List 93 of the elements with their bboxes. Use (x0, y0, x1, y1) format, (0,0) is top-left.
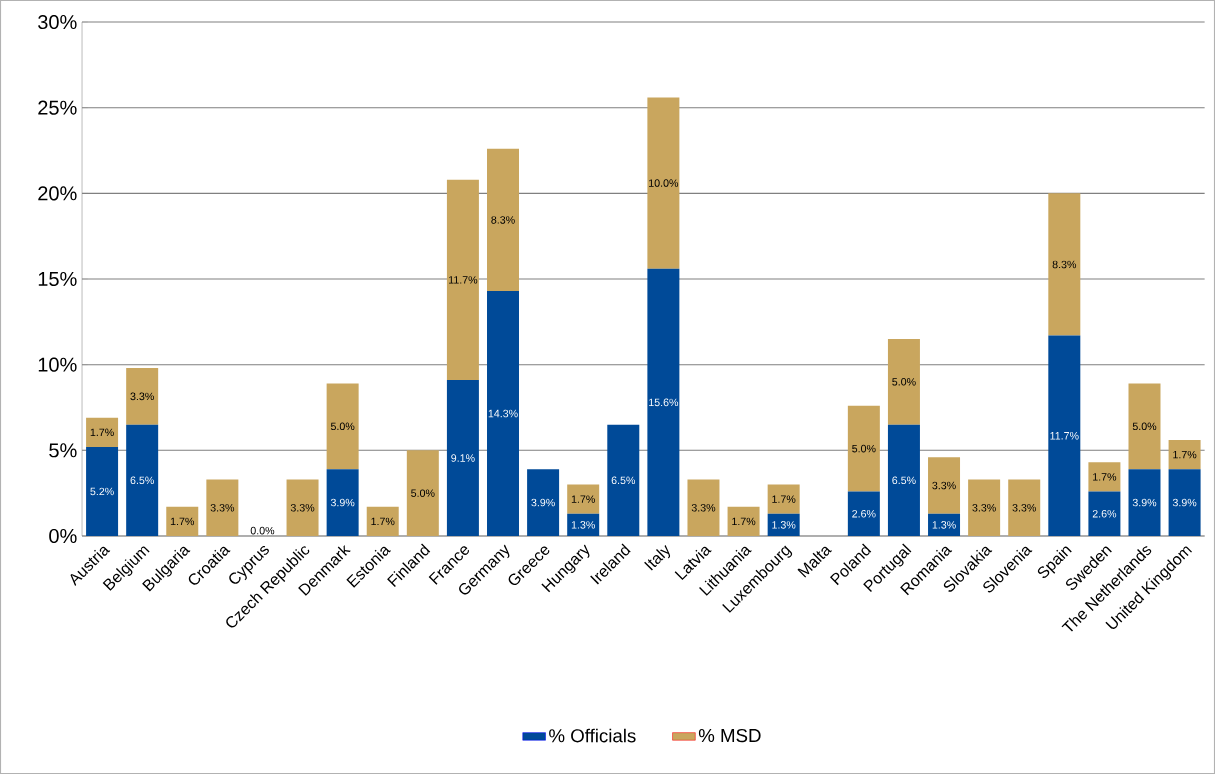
bar (487, 148, 520, 292)
bar (727, 506, 760, 536)
data-label: 1.7% (371, 517, 395, 526)
bar (446, 380, 479, 536)
bar (567, 484, 600, 514)
y-tick-label: 10% (38, 357, 77, 372)
bar (1168, 469, 1201, 536)
data-label: 1.7% (170, 517, 195, 526)
data-label: 3.9% (1132, 498, 1157, 507)
data-label: 5.0% (1132, 422, 1157, 431)
bar (1048, 193, 1081, 336)
data-label: 6.5% (611, 476, 636, 485)
bar (86, 417, 119, 447)
bar (1128, 469, 1161, 536)
x-tick-label: Italy (644, 544, 671, 571)
bar (446, 179, 479, 381)
data-label: 11.7% (449, 276, 478, 284)
y-tick-label: 30% (38, 14, 77, 30)
bar (1008, 479, 1041, 536)
legend-label: % Officials (549, 728, 636, 743)
data-label: 3.3% (130, 392, 154, 401)
data-label: 3.9% (330, 498, 355, 507)
data-label: 5.0% (411, 489, 435, 497)
y-tick-label: 20% (38, 186, 77, 201)
y-tick-label: 25% (38, 100, 77, 115)
y-tick-label: 5% (49, 443, 77, 458)
data-label: 1.7% (1093, 473, 1117, 481)
data-label: 14.3% (488, 409, 518, 418)
data-label: 5.0% (892, 378, 916, 386)
bar (326, 469, 359, 536)
bar (126, 424, 159, 536)
data-label: 2.6% (1092, 509, 1117, 518)
data-label: 8.3% (491, 216, 515, 224)
bar (928, 513, 961, 536)
data-label: 3.9% (1172, 498, 1197, 507)
bar (607, 424, 640, 536)
bar (1048, 335, 1081, 536)
bar (166, 506, 199, 536)
data-label: 1.7% (90, 428, 114, 437)
data-label: 9.1% (451, 454, 475, 462)
bar (767, 484, 800, 514)
data-label: 1.3% (772, 521, 796, 529)
data-label: 3.3% (691, 503, 716, 512)
legend-label: % MSD (698, 728, 761, 743)
bar (847, 491, 880, 536)
bar (1088, 491, 1121, 536)
y-tick-label: 0% (49, 528, 77, 544)
data-label: 1.7% (772, 495, 796, 503)
bar (1128, 383, 1161, 470)
bar (86, 446, 119, 536)
data-label: 1.3% (932, 521, 956, 529)
bar (647, 97, 680, 269)
data-label: 3.3% (1012, 503, 1036, 512)
bar (687, 479, 720, 536)
bar (326, 383, 359, 470)
bar (1088, 462, 1121, 492)
data-label: 5.0% (852, 444, 876, 453)
data-label: 5.0% (330, 422, 355, 431)
bar (487, 291, 520, 536)
data-label: 6.5% (892, 476, 916, 485)
bar (366, 506, 399, 536)
data-label: 3.3% (932, 481, 956, 490)
bar (126, 368, 159, 425)
data-label: 1.3% (571, 521, 595, 529)
bar (286, 479, 319, 536)
bar (406, 450, 439, 536)
bar (968, 479, 1001, 536)
bar (206, 479, 239, 536)
data-label: 11.7% (1050, 432, 1079, 440)
data-label: 1.7% (732, 517, 756, 526)
data-label: 3.3% (972, 503, 996, 512)
y-tick-label: 15% (38, 271, 77, 287)
data-label: 15.6% (649, 398, 679, 407)
data-label: 8.3% (1052, 260, 1077, 269)
data-label: 1.7% (1173, 450, 1197, 459)
data-label: 3.9% (531, 498, 555, 507)
bar (847, 405, 880, 492)
data-label: 2.6% (852, 509, 876, 518)
data-label: 3.3% (290, 503, 315, 512)
bar (887, 424, 920, 536)
bar (887, 338, 920, 425)
data-label: 5.2% (90, 487, 114, 496)
data-label: 1.7% (571, 495, 595, 503)
data-label: 6.5% (130, 476, 154, 485)
data-label: 3.3% (210, 503, 235, 512)
bar (928, 457, 961, 514)
bar (567, 513, 600, 536)
bar (647, 268, 680, 536)
data-label: 10.0% (649, 179, 679, 187)
data-label: 0.0% (250, 526, 275, 535)
bar (1168, 440, 1201, 470)
bar (527, 469, 560, 536)
bar (767, 513, 800, 536)
